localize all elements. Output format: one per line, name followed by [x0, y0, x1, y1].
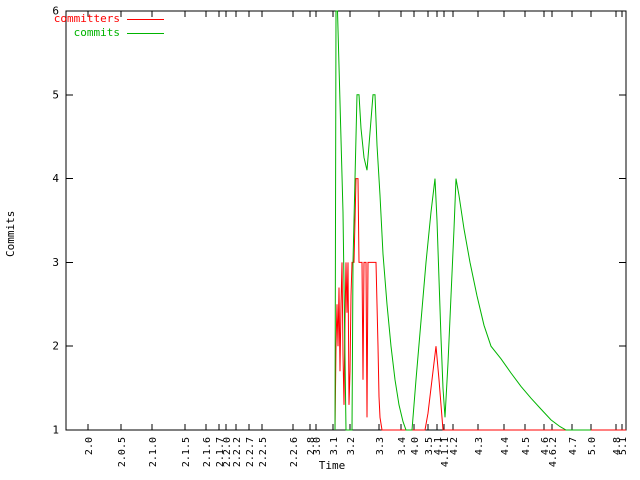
- legend-line-sample-commits: [127, 33, 164, 34]
- x-tick-label: 4.8: [612, 437, 623, 455]
- x-tick-label: 4.5: [521, 437, 532, 455]
- y-tick-label: 6: [52, 5, 59, 18]
- x-tick-label: 4.2: [449, 437, 460, 455]
- x-tick-label: 2.1.6: [202, 437, 213, 467]
- x-tick-label: 2.0.5: [117, 437, 128, 467]
- legend-label-committers: committers: [53, 12, 120, 25]
- x-tick-label: 3.1: [329, 437, 340, 455]
- x-tick-label: 4.3: [474, 437, 485, 455]
- x-tick-label: 2.8: [306, 437, 317, 455]
- legend-line-sample-committers: [127, 19, 164, 20]
- x-tick-label: 2.0: [84, 437, 95, 455]
- x-tick-label: 3.4: [397, 437, 408, 455]
- plot-border: [65, 10, 627, 431]
- series-line-committers: [334, 178, 626, 431]
- x-tick-label: 4.1: [433, 437, 444, 455]
- x-tick-label: 3.2: [346, 437, 357, 455]
- x-tick-label: 3.0: [312, 437, 323, 455]
- x-tick-label: 4.7: [568, 437, 579, 455]
- y-tick-label: 4: [52, 172, 59, 185]
- x-tick-label: 2.2.7: [245, 437, 256, 467]
- x-tick-label: 4.4: [500, 437, 511, 455]
- legend-label-commits: commits: [73, 26, 120, 39]
- x-tick-label: 3.5: [424, 437, 435, 455]
- x-tick-label: 4.0: [410, 437, 421, 455]
- y-axis-title: Commits: [4, 210, 17, 257]
- x-tick-label: 4.6: [540, 437, 551, 455]
- x-tick-label: 4.6.2: [548, 437, 559, 467]
- x-tick-label: 2.1.0: [148, 437, 159, 467]
- y-tick-label: 5: [52, 88, 59, 101]
- series-line-commits: [334, 10, 591, 431]
- x-tick-label: 2.2.2: [232, 437, 243, 467]
- y-tick-label: 1: [52, 424, 59, 437]
- y-tick-label: 2: [52, 340, 59, 353]
- x-tick-label: 2.2.5: [258, 437, 269, 467]
- x-tick-label: 2.2.0: [222, 437, 233, 467]
- x-tick-label: 5.1: [618, 437, 629, 455]
- x-tick-label: 4.1.1: [440, 437, 451, 467]
- x-tick-label: 3.3: [375, 437, 386, 455]
- x-tick-label: 5.0: [587, 437, 598, 455]
- y-tick-label: 3: [52, 256, 59, 269]
- x-tick-label: 2.1.7: [215, 437, 226, 467]
- x-tick-label: 2.1.5: [181, 437, 192, 467]
- x-axis-title: Time: [318, 459, 346, 472]
- x-tick-label: 2.2.6: [289, 437, 300, 467]
